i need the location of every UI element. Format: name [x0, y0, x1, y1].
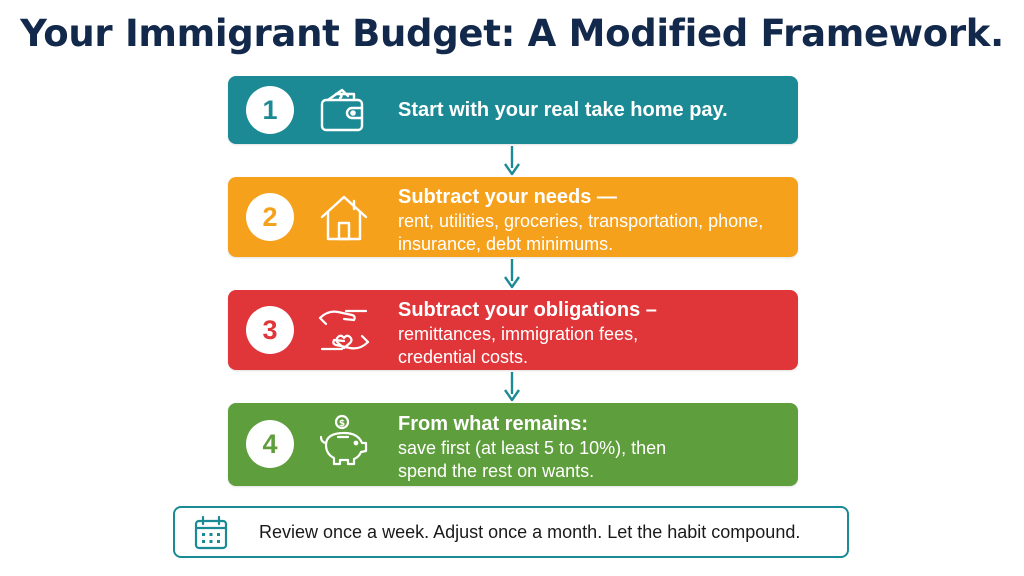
step-3-body: remittances, immigration fees, credentia…	[398, 324, 639, 367]
step-1-number: 1	[246, 86, 294, 134]
step-4-body: save first (at least 5 to 10%), then spe…	[398, 438, 667, 481]
arrow-down-icon	[504, 372, 520, 402]
house-icon	[316, 189, 372, 245]
piggy-bank-icon: $	[316, 413, 372, 469]
step-1-heading: Start with your real take home pay.	[398, 99, 728, 121]
calendar-icon	[193, 515, 229, 551]
step-3-card: 3 Subtract your obligations – remittance…	[228, 290, 798, 370]
step-2-number: 2	[246, 193, 294, 241]
habit-tip-banner: Review once a week. Adjust once a month.…	[173, 506, 849, 558]
step-3-number: 3	[246, 306, 294, 354]
step-4-heading: From what remains:	[398, 413, 589, 435]
step-2-heading: Subtract your needs —	[398, 186, 617, 208]
arrow-down-icon	[504, 146, 520, 176]
habit-tip-text: Review once a week. Adjust once a month.…	[259, 522, 801, 542]
wallet-icon	[316, 82, 372, 138]
step-2-card: 2 Subtract your needs — rent, utilities,…	[228, 177, 798, 257]
step-4-card: 4 $ From what remains: save first (at le…	[228, 403, 798, 486]
step-1-card: 1 Start with your real take home pay.	[228, 76, 798, 144]
svg-text:$: $	[339, 419, 345, 429]
step-4-number: 4	[246, 420, 294, 468]
step-2-body: rent, utilities, groceries, transportati…	[398, 211, 764, 254]
hands-heart-icon	[316, 302, 372, 358]
page-title: Your Immigrant Budget: A Modified Framew…	[20, 12, 1004, 55]
step-3-heading: Subtract your obligations –	[398, 299, 657, 321]
arrow-down-icon	[504, 259, 520, 289]
